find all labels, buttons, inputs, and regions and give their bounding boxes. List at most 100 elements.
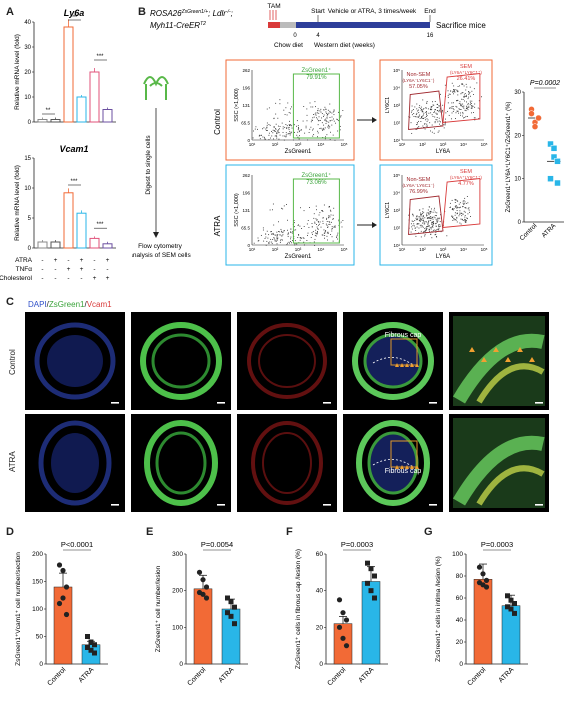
flow-event (468, 92, 470, 94)
data-point (372, 595, 377, 601)
flow-event (464, 203, 465, 205)
flow-event (443, 127, 445, 129)
flow-event (429, 211, 431, 213)
flow-event (438, 218, 440, 220)
flow-event (282, 232, 284, 234)
flow-event (431, 108, 433, 110)
flow-event (435, 225, 437, 227)
x-category-label: ATRA (358, 666, 376, 684)
zsgreen-gate (292, 73, 340, 139)
flow-event (453, 89, 455, 91)
flow-event (460, 105, 462, 107)
flow-event (420, 217, 422, 219)
flow-event (431, 222, 433, 224)
flow-event (466, 107, 468, 109)
flow-event (462, 205, 464, 207)
flow-event (424, 230, 426, 232)
flow-event (288, 126, 290, 128)
flow-event (441, 111, 443, 113)
flow-event (273, 118, 275, 120)
flow-event (307, 139, 309, 141)
bar (37, 119, 48, 123)
log-tick: 10³ (393, 103, 400, 108)
flow-event (320, 127, 322, 129)
flow-event (466, 105, 467, 107)
panel-f-chart: 0 20 40 60 ZsGreen1⁺ cells in fibrous cap /l… (295, 540, 388, 687)
tick-label: 20 (316, 624, 324, 631)
flow-event (323, 127, 325, 129)
flow-event (300, 129, 302, 131)
panel-c-letter: C (6, 296, 14, 308)
flow-panel-frame (225, 164, 355, 266)
flow-event (437, 103, 439, 105)
flow-event (466, 101, 467, 103)
flow-event (272, 238, 274, 240)
flow-event (437, 113, 438, 115)
flow-event (421, 219, 423, 221)
log-tick: 10⁵ (393, 173, 400, 178)
flow-event (439, 123, 440, 125)
treatment-sign: - (93, 266, 95, 273)
flow-event (328, 206, 330, 208)
flow-event (461, 83, 463, 85)
log-tick: 10³ (295, 142, 302, 147)
flow-event (424, 117, 426, 119)
flow-event (433, 222, 435, 224)
flow-event (279, 134, 281, 136)
flow-event (473, 117, 475, 119)
flow-event (286, 125, 288, 127)
flow-event (472, 94, 474, 95)
panel-b-letter: B (138, 6, 146, 18)
row-atra-label: ATRA (213, 215, 222, 236)
timeline-western-segment (296, 22, 430, 28)
flow-event (323, 109, 325, 111)
flow-event (303, 241, 305, 243)
flow-event (455, 219, 457, 221)
tick-label: 10 (514, 177, 521, 183)
flow-event (288, 129, 290, 131)
flow-event (451, 112, 453, 114)
flow-event (433, 104, 435, 106)
log-tick: 10⁵ (481, 142, 488, 147)
flow-event (452, 209, 454, 211)
flow-event (330, 214, 332, 216)
cell-arrowhead-icon (517, 347, 523, 352)
flow-event (460, 218, 462, 220)
flow-event (273, 238, 275, 240)
flow-event (452, 108, 454, 110)
log-tick: 10³ (295, 247, 302, 252)
tick-label: 0 (28, 120, 32, 126)
flow-event (470, 103, 472, 104)
zsgreen-gate (292, 178, 340, 244)
flow-event (325, 109, 327, 110)
flow-event (439, 224, 441, 226)
flow-event (274, 240, 276, 242)
flow-event (432, 223, 434, 225)
flow-event (462, 213, 464, 215)
cell-arrowhead-icon (405, 465, 409, 469)
flow-event (309, 207, 310, 208)
flow-event (310, 106, 312, 108)
scale-bar (429, 402, 437, 404)
panel-d-letter: D (6, 526, 14, 538)
flow-event (449, 108, 451, 109)
flow-event (312, 117, 314, 119)
flow-event (466, 217, 468, 219)
flow-event (323, 114, 325, 116)
flow-event (276, 137, 278, 139)
flow-event (463, 107, 465, 109)
flow-event (454, 214, 456, 216)
data-point (88, 639, 94, 645)
flow-event (268, 134, 270, 136)
flow-event (315, 232, 316, 234)
flow-event (420, 106, 422, 108)
flow-event (448, 114, 450, 116)
flow-event (449, 202, 451, 204)
flow-event (331, 227, 333, 229)
flow-event (281, 235, 283, 237)
flow-event (451, 215, 453, 217)
panel-f-letter: F (286, 526, 293, 538)
flow-event (319, 110, 321, 112)
flow-event (460, 112, 462, 114)
flow-event (452, 216, 454, 218)
